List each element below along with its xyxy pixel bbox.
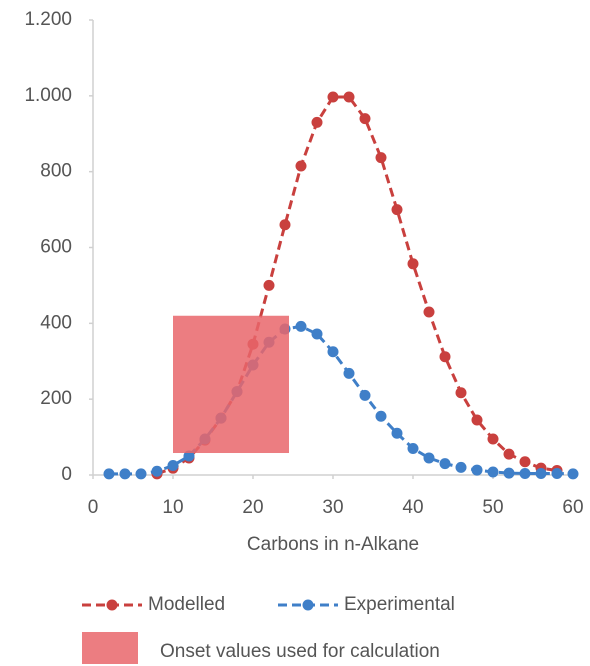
y-tick-label: 0 <box>61 464 72 485</box>
point <box>167 460 179 472</box>
series-line <box>109 324 574 476</box>
x-tick-label: 10 <box>162 497 183 518</box>
point <box>295 320 307 332</box>
point <box>503 467 515 479</box>
x-tick-label: 30 <box>322 497 343 518</box>
point <box>151 465 163 477</box>
legend-label: Modelled <box>148 594 225 615</box>
point <box>439 458 451 470</box>
y-tick-label: 400 <box>40 312 72 333</box>
y-tick-label: 1.200 <box>24 9 72 30</box>
point <box>439 351 451 363</box>
point <box>407 258 419 270</box>
point <box>359 113 371 125</box>
point <box>487 466 499 478</box>
point <box>471 464 483 476</box>
point <box>103 468 115 480</box>
point <box>519 467 531 479</box>
point <box>455 461 467 473</box>
point <box>391 427 403 439</box>
x-tick-label: 0 <box>88 497 99 518</box>
point <box>119 468 131 480</box>
x-tick-label: 20 <box>242 497 263 518</box>
point <box>263 279 275 291</box>
point <box>471 414 483 426</box>
legend-label: Experimental <box>344 594 455 615</box>
point <box>311 116 323 128</box>
point <box>391 204 403 216</box>
point <box>359 389 371 401</box>
point <box>407 442 419 454</box>
point <box>519 456 531 468</box>
onset-box <box>173 315 289 454</box>
point <box>279 219 291 231</box>
point <box>455 387 467 399</box>
point <box>327 91 339 103</box>
point <box>343 91 355 103</box>
point <box>183 450 195 462</box>
point <box>503 448 515 460</box>
y-tick-label: 600 <box>40 237 72 258</box>
point <box>567 468 579 480</box>
y-tick-label: 200 <box>40 388 72 409</box>
y-tick-label: 1.000 <box>24 85 72 106</box>
point <box>327 346 339 358</box>
point <box>375 152 387 164</box>
x-tick-label: 60 <box>562 497 583 518</box>
legend-marker <box>106 599 118 611</box>
point <box>423 452 435 464</box>
x-axis-label: Carbons in n-Alkane <box>247 534 419 555</box>
point <box>423 306 435 318</box>
legend-box <box>82 632 138 664</box>
point <box>295 160 307 172</box>
point <box>551 467 563 479</box>
point <box>135 468 147 480</box>
point <box>535 467 547 479</box>
point <box>311 328 323 340</box>
x-tick-label: 40 <box>402 497 423 518</box>
point <box>375 410 387 422</box>
legend-label: Onset values used for calculation <box>160 641 440 662</box>
y-tick-label: 800 <box>40 161 72 182</box>
x-tick-label: 50 <box>482 497 503 518</box>
legend-marker <box>302 599 314 611</box>
point <box>343 367 355 379</box>
point <box>487 433 499 445</box>
